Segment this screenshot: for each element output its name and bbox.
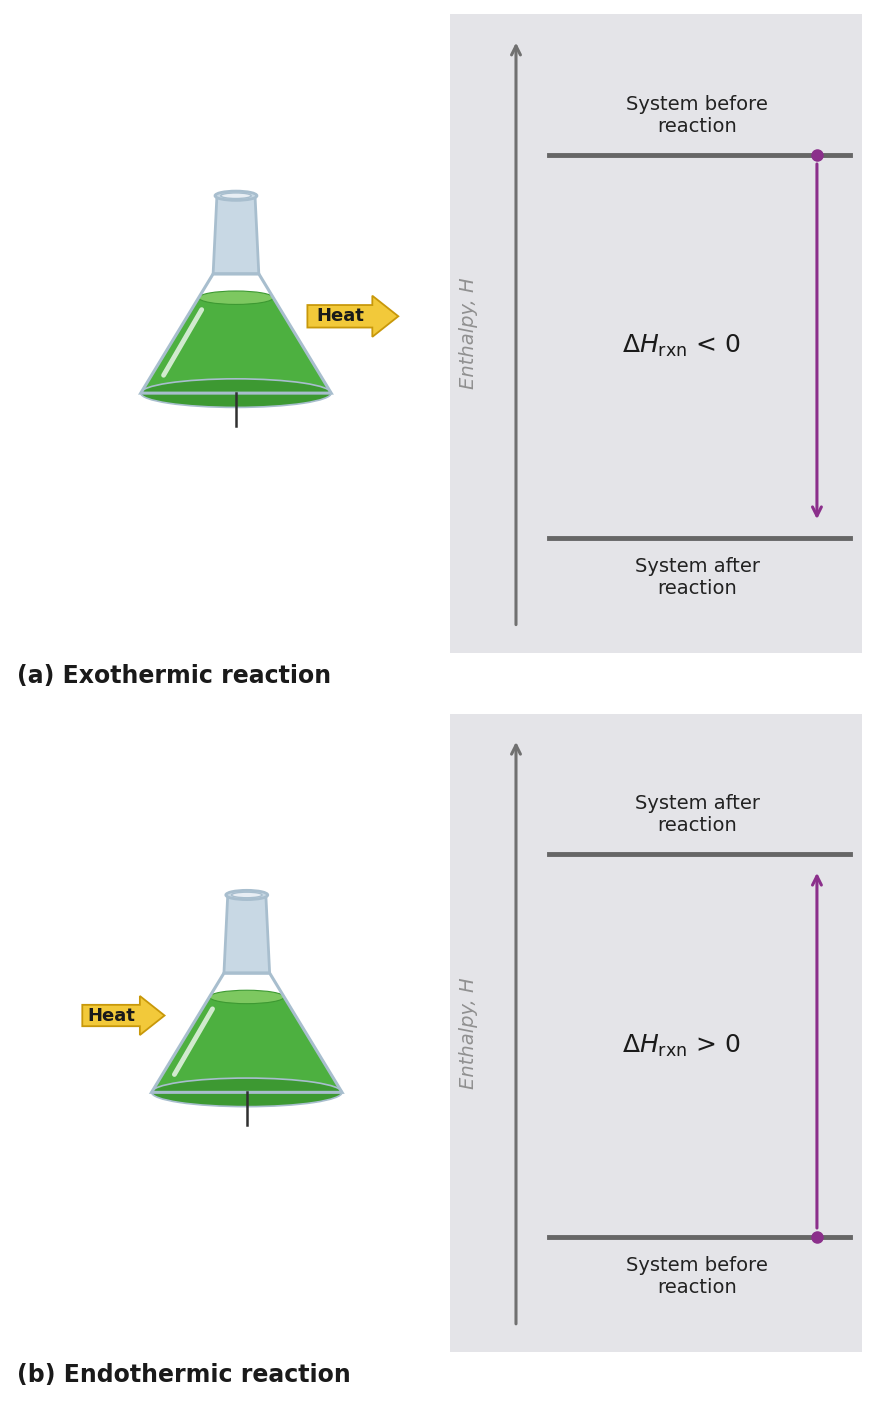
FancyBboxPatch shape: [450, 714, 862, 1353]
Text: $\Delta H_{\rm rxn}$ > 0: $\Delta H_{\rm rxn}$ > 0: [622, 1033, 740, 1059]
Text: (b) Endothermic reaction: (b) Endothermic reaction: [17, 1363, 351, 1387]
Text: System before
reaction: System before reaction: [626, 1256, 768, 1297]
Polygon shape: [213, 195, 259, 274]
Ellipse shape: [232, 892, 262, 898]
Text: Heat: Heat: [316, 307, 364, 325]
Text: $\Delta H_{\rm rxn}$ < 0: $\Delta H_{\rm rxn}$ < 0: [622, 334, 740, 360]
FancyBboxPatch shape: [450, 14, 862, 654]
Text: System after
reaction: System after reaction: [635, 793, 760, 835]
Text: System after
reaction: System after reaction: [635, 557, 760, 598]
Text: Enthalpy, H: Enthalpy, H: [459, 278, 478, 390]
Polygon shape: [224, 895, 270, 973]
Ellipse shape: [199, 291, 273, 304]
Ellipse shape: [215, 191, 257, 200]
Text: Enthalpy, H: Enthalpy, H: [459, 977, 478, 1089]
Ellipse shape: [141, 378, 331, 407]
Polygon shape: [307, 295, 398, 337]
Polygon shape: [82, 996, 165, 1035]
Text: (a) Exothermic reaction: (a) Exothermic reaction: [17, 664, 331, 688]
Polygon shape: [141, 298, 331, 392]
Ellipse shape: [226, 890, 267, 899]
Ellipse shape: [209, 990, 284, 1003]
Text: System before
reaction: System before reaction: [626, 94, 768, 136]
Polygon shape: [152, 997, 342, 1092]
Text: Heat: Heat: [87, 1006, 135, 1025]
Ellipse shape: [220, 193, 251, 198]
Ellipse shape: [152, 1077, 342, 1106]
